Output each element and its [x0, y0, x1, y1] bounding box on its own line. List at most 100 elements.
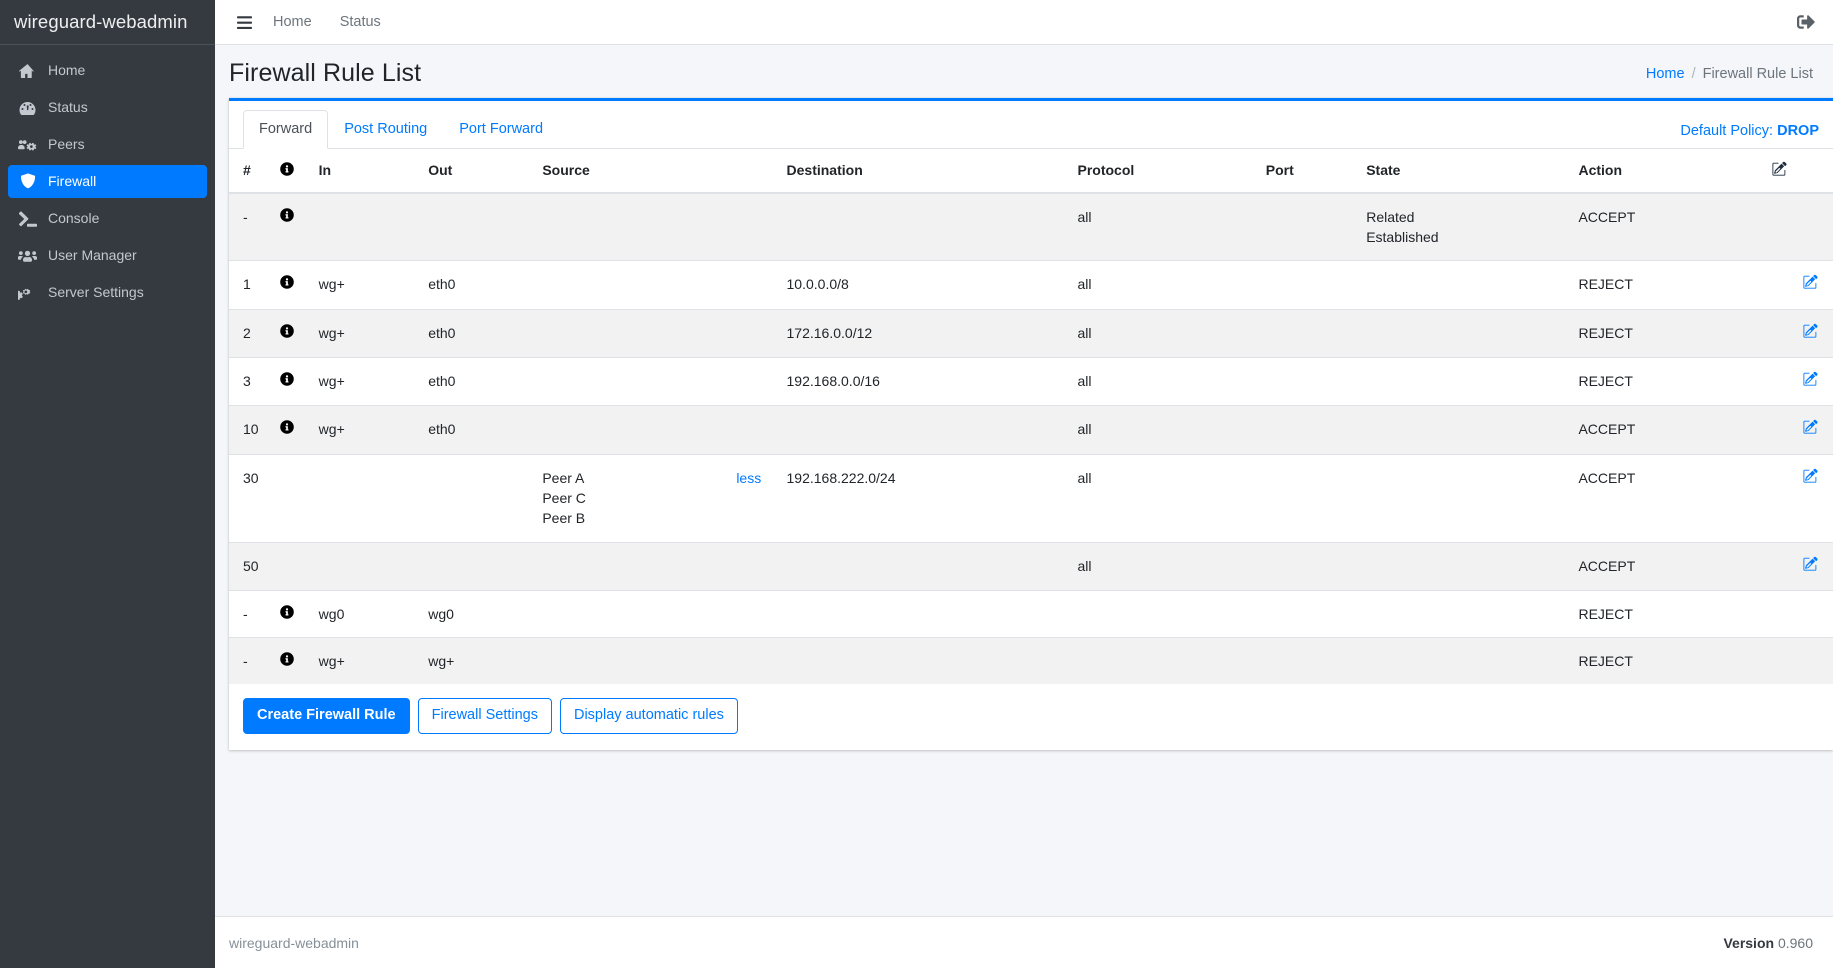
- sidebar-item-label: Home: [48, 62, 86, 78]
- cell-state: [1358, 453, 1571, 543]
- cell-rule-number: 3: [229, 357, 272, 406]
- topbar-link-home[interactable]: Home: [273, 14, 312, 30]
- info-icon[interactable]: [280, 275, 294, 290]
- cell-destination: [778, 589, 1070, 638]
- cell-info[interactable]: [271, 192, 311, 261]
- topbar-left: Home Status: [229, 8, 395, 36]
- cell-state: [1358, 541, 1571, 591]
- cell-state: [1358, 308, 1571, 358]
- cell-info[interactable]: [271, 637, 311, 685]
- edit-icon[interactable]: [1803, 274, 1819, 290]
- column-header-port: Port: [1257, 148, 1359, 194]
- cell-info[interactable]: [271, 308, 311, 358]
- info-icon[interactable]: [280, 652, 294, 666]
- logout-icon[interactable]: [1797, 13, 1815, 31]
- cell-source: [534, 541, 729, 591]
- cell-in: wg+: [310, 405, 421, 455]
- cell-in: wg+: [310, 637, 421, 685]
- gears-icon: [17, 284, 38, 302]
- tab-bar: Forward Post Routing Port Forward: [243, 110, 559, 149]
- edit-icon[interactable]: [1772, 161, 1788, 177]
- edit-icon[interactable]: [1803, 556, 1819, 572]
- tab-port-forward[interactable]: Port Forward: [459, 121, 544, 137]
- sidebar-item-server-settings[interactable]: Server Settings: [8, 276, 207, 309]
- sidebar-item-user-manager[interactable]: User Manager: [8, 239, 207, 272]
- cell-info[interactable]: [271, 357, 311, 406]
- footer-version-value: 0.960: [1777, 934, 1813, 951]
- info-icon[interactable]: [280, 208, 294, 222]
- cell-source: [534, 308, 729, 358]
- cell-edit: [1764, 637, 1833, 685]
- info-icon[interactable]: [280, 605, 294, 619]
- cell-source: [534, 192, 729, 261]
- create-firewall-rule-button[interactable]: Create Firewall Rule: [243, 698, 410, 734]
- sidebar-item-home[interactable]: Home: [8, 54, 207, 87]
- info-icon[interactable]: [280, 323, 294, 338]
- table-row: - all Related Established ACCEPT: [229, 192, 1833, 261]
- cell-rule-number: 50: [229, 541, 272, 591]
- cell-info[interactable]: [271, 589, 311, 638]
- cell-edit[interactable]: [1764, 308, 1833, 358]
- cell-action: ACCEPT: [1570, 541, 1765, 591]
- cell-destination: [778, 637, 1070, 685]
- column-header-spacer: [728, 148, 779, 194]
- cell-edit[interactable]: [1764, 453, 1833, 543]
- cell-protocol: all: [1069, 192, 1258, 261]
- edit-icon[interactable]: [1803, 468, 1819, 484]
- breadcrumb: Home / Firewall Rule List: [1646, 66, 1813, 82]
- cell-protocol: all: [1069, 405, 1258, 455]
- default-policy[interactable]: Default Policy: DROP: [1680, 123, 1819, 148]
- topbar-link-status[interactable]: Status: [339, 14, 381, 30]
- edit-icon[interactable]: [1803, 371, 1819, 387]
- cell-edit[interactable]: [1764, 260, 1833, 310]
- main-area: Home Status Firewall Rule List Home / Fi…: [215, 0, 1833, 968]
- cell-edit[interactable]: [1764, 541, 1833, 591]
- cell-in: wg0: [310, 589, 421, 638]
- cell-protocol: all: [1069, 541, 1258, 591]
- cell-port: [1257, 637, 1359, 685]
- cell-in: wg+: [310, 260, 421, 310]
- info-icon[interactable]: [280, 420, 294, 435]
- hamburger-icon[interactable]: [229, 8, 259, 36]
- column-header-protocol: Protocol: [1069, 148, 1258, 194]
- cell-less-link: [728, 405, 779, 455]
- source-peer: Peer B: [542, 510, 586, 527]
- firewall-card: Forward Post Routing Port Forward Defaul…: [229, 98, 1833, 750]
- breadcrumb-home[interactable]: Home: [1645, 65, 1685, 82]
- cell-less-link: [728, 308, 779, 358]
- edit-icon[interactable]: [1803, 419, 1819, 435]
- cell-port: [1257, 405, 1359, 455]
- cell-out: [420, 453, 535, 543]
- footer-brand: wireguard-webadmin: [229, 934, 359, 951]
- firewall-settings-button[interactable]: Firewall Settings: [417, 698, 552, 734]
- cell-less-link[interactable]: less: [728, 453, 779, 543]
- cell-port: [1257, 589, 1359, 638]
- cell-rule-number: -: [229, 192, 272, 261]
- cell-action: REJECT: [1570, 260, 1765, 310]
- cell-less-link: [728, 192, 779, 261]
- cell-out: [420, 192, 535, 261]
- cell-info[interactable]: [271, 405, 311, 455]
- cell-info[interactable]: [271, 260, 311, 310]
- edit-icon[interactable]: [1803, 323, 1819, 339]
- cell-action: REJECT: [1570, 637, 1765, 685]
- sidebar-item-peers[interactable]: Peers: [8, 128, 207, 161]
- tab-forward[interactable]: Forward: [243, 110, 329, 149]
- cell-action: REJECT: [1570, 589, 1765, 638]
- column-header-out: Out: [420, 148, 535, 194]
- table-row: 10 wg+ eth0 all ACCEPT: [229, 405, 1833, 455]
- table-row: 50 all ACCEPT: [229, 541, 1833, 591]
- column-header-source: Source: [534, 148, 729, 194]
- sidebar-item-console[interactable]: Console: [8, 202, 207, 235]
- sidebar-item-firewall[interactable]: Firewall: [8, 165, 207, 198]
- table-row: - wg0 wg0 REJECT: [229, 589, 1833, 638]
- cell-edit[interactable]: [1764, 357, 1833, 406]
- sidebar-item-label: Console: [48, 210, 100, 226]
- tab-post-routing[interactable]: Post Routing: [344, 121, 428, 137]
- cell-rule-number: 10: [229, 405, 272, 455]
- display-automatic-rules-button[interactable]: Display automatic rules: [559, 698, 738, 734]
- sidebar-item-status[interactable]: Status: [8, 91, 207, 124]
- less-link[interactable]: less: [736, 469, 762, 486]
- info-icon[interactable]: [280, 372, 294, 386]
- cell-edit[interactable]: [1764, 405, 1833, 455]
